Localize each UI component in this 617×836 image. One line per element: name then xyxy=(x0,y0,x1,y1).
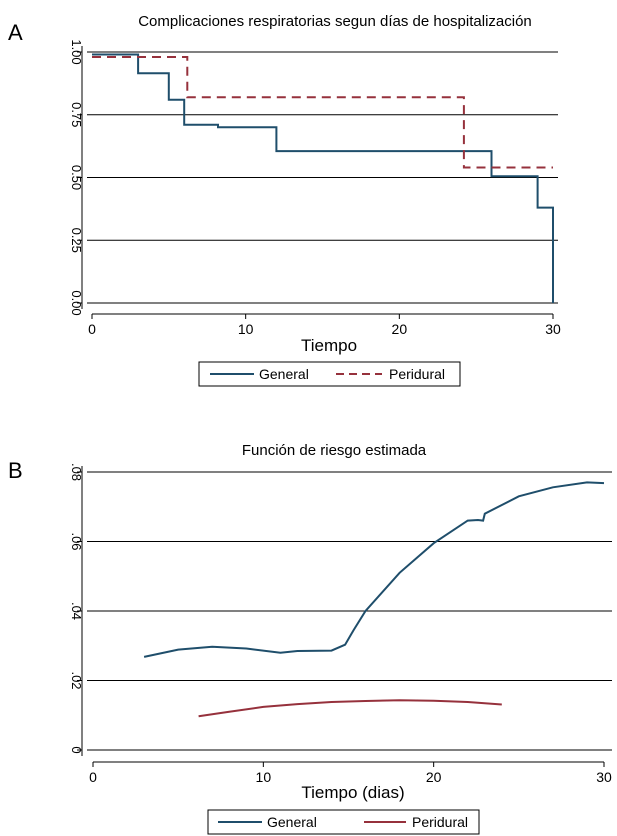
y-tick-label-b: 0 xyxy=(69,746,84,753)
panel-label-b: B xyxy=(8,458,23,483)
x-tick-label-b: 20 xyxy=(426,769,442,785)
x-tick-label-a: 10 xyxy=(238,321,254,337)
x-axis-label-b: Tiempo (dias) xyxy=(301,783,404,802)
y-tick-label-b: .06 xyxy=(69,532,84,550)
legend-label-general-b: General xyxy=(267,814,317,830)
legend-label-general-a: General xyxy=(259,366,309,382)
series-peridural-line-b xyxy=(198,699,502,718)
legend-label-peridural-b: Peridural xyxy=(412,814,468,830)
legend-a: General Peridural xyxy=(198,361,461,387)
x-tick-label-a: 0 xyxy=(88,321,96,337)
panel-a: A Complicaciones respiratorias segun día… xyxy=(8,13,561,387)
series-peridural-line-a xyxy=(92,56,553,169)
x-tick-label-a: 20 xyxy=(392,321,408,337)
panel-label-a: A xyxy=(8,20,23,45)
chart-title-b: Función de riesgo estimada xyxy=(242,442,427,459)
chart-title-a: Complicaciones respiratorias segun días … xyxy=(138,13,532,30)
y-tick-label-a: 0.00 xyxy=(69,290,84,315)
legend-label-peridural-a: Peridural xyxy=(389,366,445,382)
y-tick-label-a: 0.50 xyxy=(69,165,84,190)
legend-b: General Peridural xyxy=(207,809,480,835)
x-axis-label-a: Tiempo xyxy=(301,336,357,355)
y-tick-label-b: .04 xyxy=(69,602,84,620)
y-tick-label-a: 0.75 xyxy=(69,102,84,127)
x-tick-label-b: 10 xyxy=(256,769,272,785)
y-tick-label-a: 0.25 xyxy=(69,228,84,253)
series-general-line-a xyxy=(92,53,554,303)
x-tick-label-b: 30 xyxy=(596,769,612,785)
y-tick-label-b: .02 xyxy=(69,671,84,689)
x-tick-label-a: 30 xyxy=(545,321,561,337)
series-general-line-b xyxy=(143,481,605,658)
panel-b: B Función de riesgo estimada Tiempo (dia… xyxy=(8,442,612,835)
y-tick-label-a: 1.00 xyxy=(69,39,84,64)
y-tick-label-b: .08 xyxy=(69,463,84,481)
x-tick-label-b: 0 xyxy=(89,769,97,785)
